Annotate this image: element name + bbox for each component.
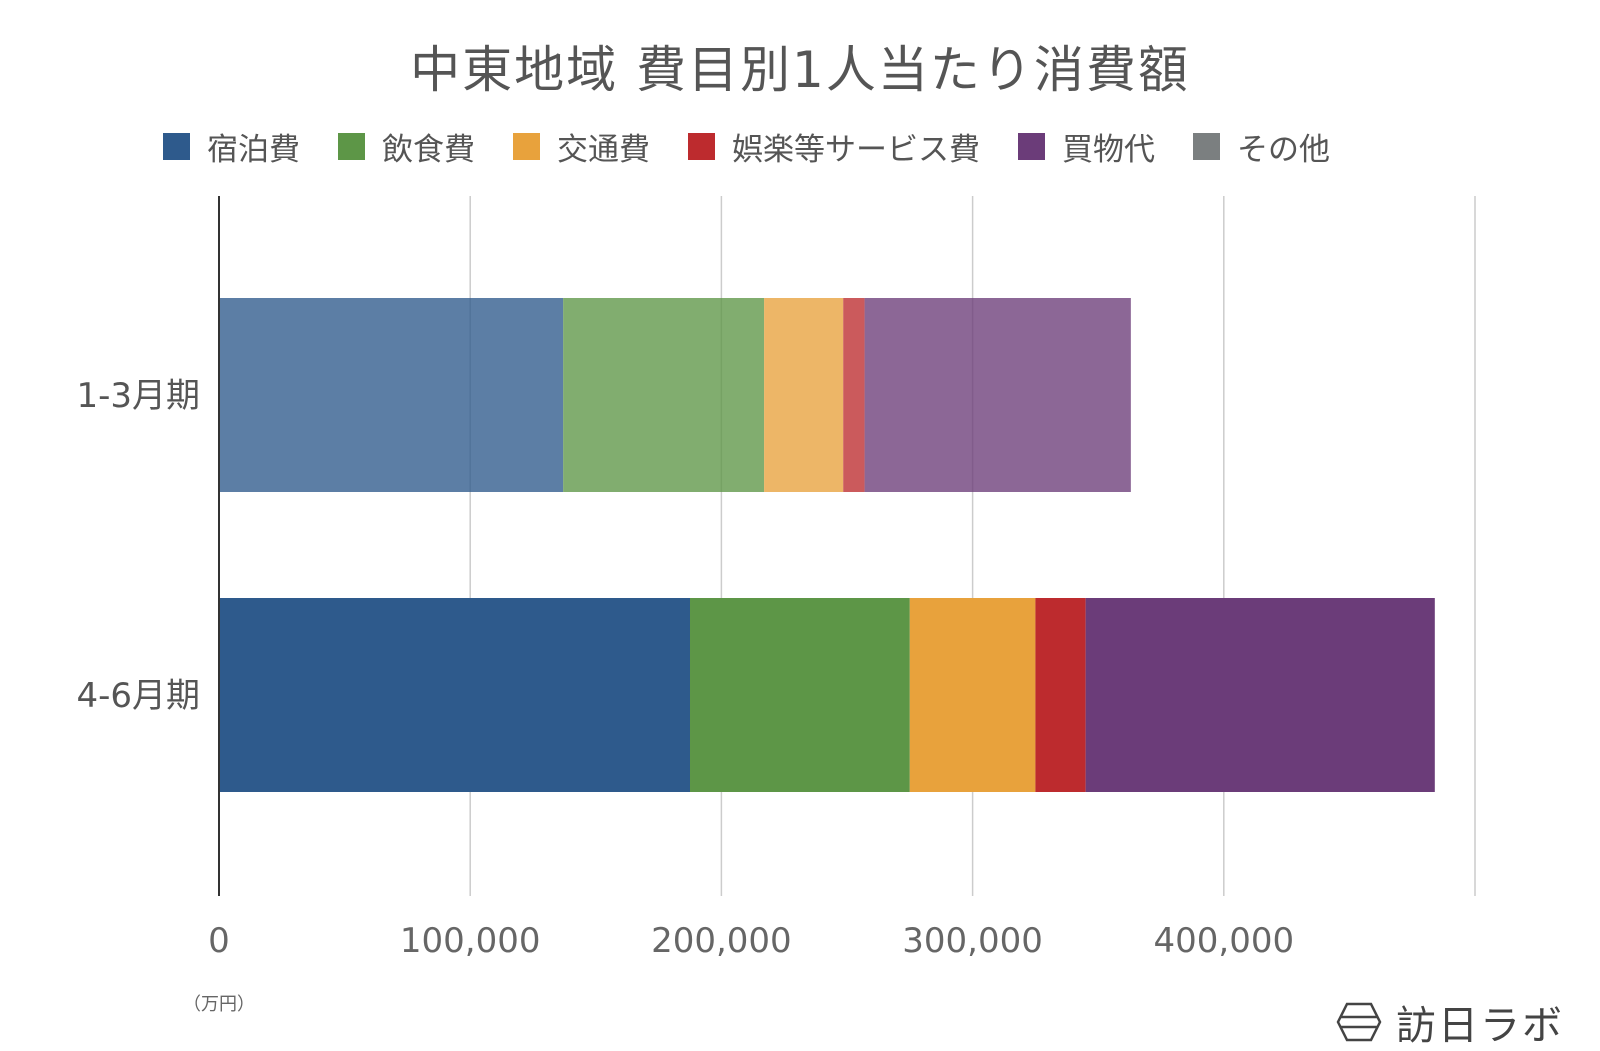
bar-1-series-1 (219, 298, 564, 492)
x-tick-label-4: 300,000 (902, 921, 1043, 961)
logo-text: 訪日ラボ (1396, 1003, 1564, 1049)
bar-2-series-4 (1035, 598, 1086, 792)
legend-swatch-2 (338, 132, 365, 160)
bar-2-series-5 (1085, 598, 1435, 792)
legend-item-3: 交通費 (513, 124, 650, 169)
bar-1-series-3 (764, 298, 844, 492)
legend-item-4: 娯楽等サービス費 (688, 124, 980, 169)
legend-swatch-1 (163, 132, 190, 160)
legend-item-1: 宿泊費 (163, 124, 300, 169)
x-tick-label-2: 100,000 (400, 921, 541, 961)
bar-1-series-2 (563, 298, 765, 492)
category-label-1: 1-3月期 (76, 376, 200, 416)
bar-1-series-4 (843, 298, 865, 492)
legend-label-6: その他 (1237, 131, 1330, 168)
legend-swatch-6 (1193, 132, 1220, 160)
legend-label-1: 宿泊費 (207, 131, 300, 168)
legend-item-5: 買物代 (1018, 124, 1155, 169)
bar-1-series-5 (864, 298, 1131, 492)
x-tick-label-3: 200,000 (651, 921, 792, 961)
x-tick-label-5: 400,000 (1153, 921, 1294, 961)
legend-label-4: 娯楽等サービス費 (732, 131, 980, 168)
legend-label-3: 交通費 (557, 131, 650, 168)
x-tick-label-1: 0 (208, 921, 230, 961)
unit-note: （万円） (183, 994, 255, 1015)
bar-2-series-2 (690, 598, 910, 792)
legend-swatch-5 (1018, 132, 1045, 160)
legend-swatch-4 (688, 132, 715, 160)
chart-legend: 宿泊費 飲食費 交通費 娯楽等サービス費 買物代 その他 (163, 124, 1368, 168)
bar-2-series-3 (909, 598, 1036, 792)
bar-2-series-1 (219, 598, 690, 792)
category-label-2: 4-6月期 (76, 676, 200, 716)
legend-label-5: 買物代 (1062, 131, 1155, 168)
chart-title: 中東地域 費目別1人当たり消費額 (410, 41, 1190, 99)
legend-label-2: 飲食費 (382, 131, 475, 168)
hexagon-logo-icon (1336, 1002, 1382, 1042)
legend-item-2: 飲食費 (338, 124, 475, 169)
legend-swatch-3 (513, 132, 540, 160)
legend-item-6: その他 (1193, 124, 1330, 169)
brand-logo: 訪日ラボ (1336, 994, 1564, 1050)
